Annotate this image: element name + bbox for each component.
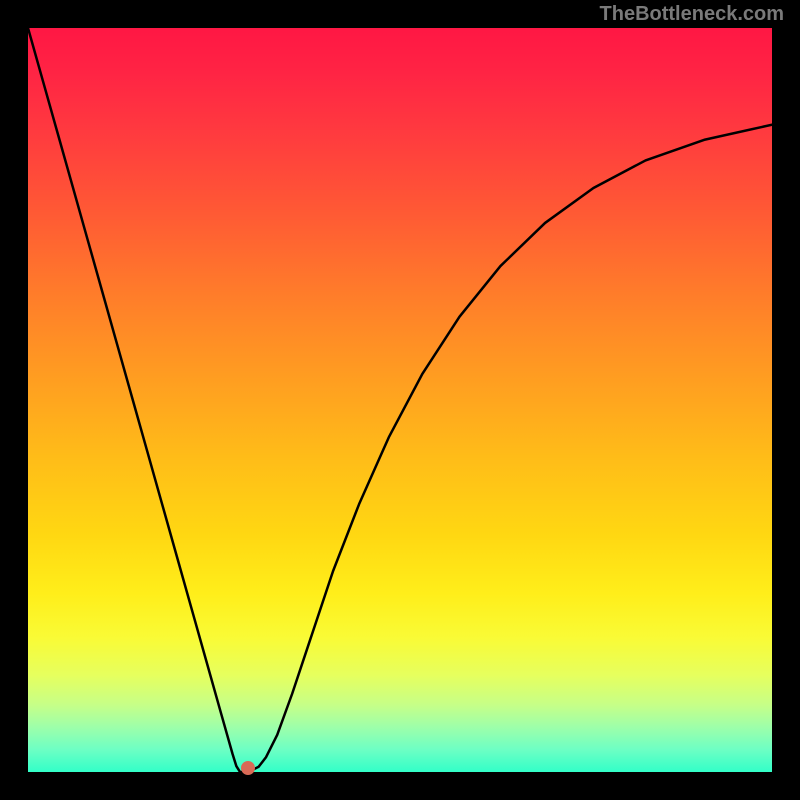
chart-curve (28, 28, 772, 772)
chart-marker-dot (241, 761, 255, 775)
watermark-text: TheBottleneck.com (600, 3, 784, 26)
chart-plot-area (28, 28, 772, 772)
